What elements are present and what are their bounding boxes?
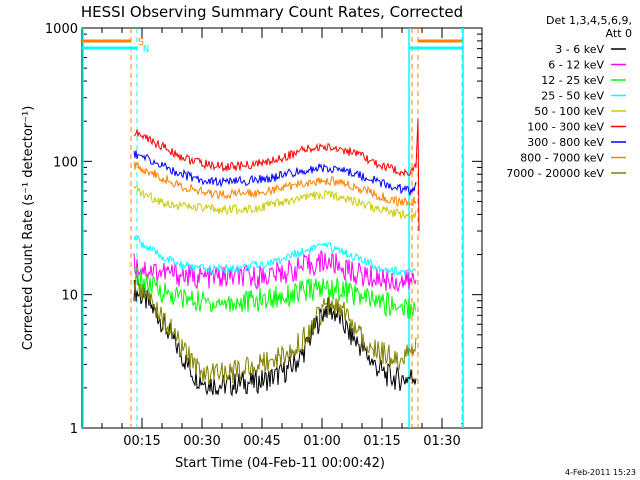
y-tick-label: 10 (61, 289, 78, 304)
series-line-6-12-kev (133, 249, 417, 293)
timestamp: 4-Feb-2011 15:23 (565, 468, 636, 477)
series-line-50-100-kev (133, 185, 417, 220)
x-tick-label: 01:30 (423, 434, 460, 449)
legend-label: 7000 - 20000 keV (506, 167, 604, 180)
series-line-800-7000-kev (133, 161, 417, 207)
x-tick-label: 01:15 (363, 434, 400, 449)
legend-label: 800 - 7000 keV (520, 152, 604, 165)
series-line-300-800-kev (133, 150, 417, 197)
legend-label: 50 - 100 keV (534, 105, 604, 118)
chart-title: HESSI Observing Summary Count Rates, Cor… (81, 3, 463, 21)
x-tick-label: 00:30 (183, 434, 220, 449)
y-tick-label: 1 (70, 422, 78, 437)
legend-label: 3 - 6 keV (555, 43, 604, 56)
legend-label: 6 - 12 keV (548, 59, 604, 72)
series-layer (133, 118, 420, 397)
series-line-100-300-kev (133, 129, 417, 178)
x-tick-label: 00:15 (123, 434, 160, 449)
legend-header-attenuator: Att 0 (606, 27, 632, 40)
y-tick-label: 1000 (45, 22, 78, 37)
axis-ticks: 1 10 100 1000 00:15 00:30 00:45 01:00 01:15 01:30 (45, 22, 482, 449)
saa-marker-label: S (138, 37, 144, 48)
series-line-7000-20000-kev (133, 275, 417, 386)
legend-header-detectors: Det 1,3,4,5,6,9, (546, 14, 632, 27)
series-line-25-50-kev (133, 234, 417, 277)
event-markers: SN (82, 28, 464, 428)
x-tick-label: 01:00 (303, 434, 340, 449)
saa-spike-line (415, 118, 420, 232)
x-tick-label: 00:45 (243, 434, 280, 449)
legend-label: 100 - 300 keV (527, 121, 604, 134)
y-axis-label: Corrected Count Rate (s⁻¹ detector⁻¹) (21, 106, 36, 351)
y-tick-label: 100 (53, 155, 78, 170)
legend: 3 - 6 keV 6 - 12 keV 12 - 25 keV 25 - 50 ke… (506, 43, 626, 180)
x-axis-label: Start Time (04-Feb-11 00:00:42) (175, 456, 385, 471)
legend-label: 12 - 25 keV (541, 74, 604, 87)
legend-label: 300 - 800 keV (527, 136, 604, 149)
night-marker-label: N (143, 44, 149, 55)
legend-label: 25 - 50 keV (541, 90, 604, 103)
series-line-12-25-kev (133, 266, 417, 320)
